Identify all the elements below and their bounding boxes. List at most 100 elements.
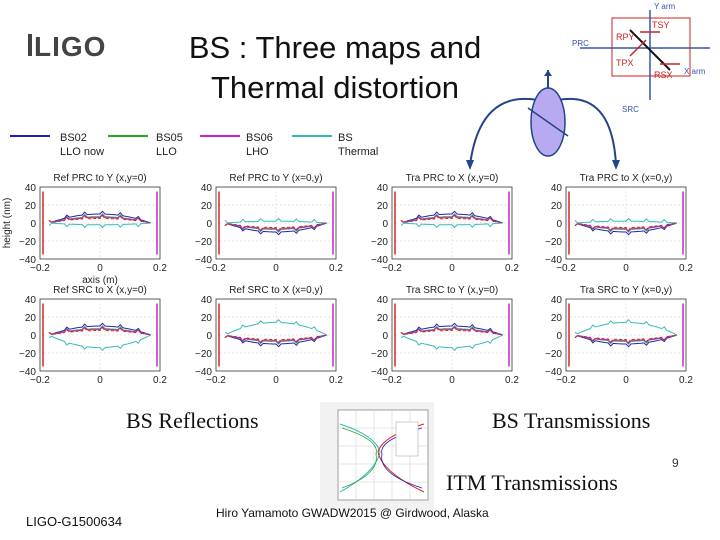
legend-bs05-swatch — [108, 135, 148, 137]
y-tick-label: 20 — [551, 201, 563, 212]
series-thermal-line — [574, 318, 678, 336]
y-tick-label: −40 — [371, 255, 388, 266]
y-tick-label: 40 — [551, 183, 563, 194]
y-tick-label: −40 — [19, 255, 36, 266]
series-bs02-line — [48, 210, 152, 224]
title-line-2: Thermal distortion — [210, 70, 460, 105]
x-tick-label: −0.2 — [556, 375, 576, 386]
plot-title: Tra PRC to X (x=0,y) — [580, 173, 673, 184]
series-bs02-line — [224, 334, 328, 348]
x-tick-label: 0.2 — [329, 263, 343, 274]
legend-bs02-swatch — [10, 135, 50, 137]
legend-bs06-label-2: LHO — [246, 146, 269, 158]
series-red-line — [224, 334, 328, 343]
y-tick-label: −20 — [371, 349, 388, 360]
legend-bs06-swatch — [200, 135, 240, 137]
y-tick-label: 0 — [382, 331, 388, 342]
y-tick-label: 20 — [25, 313, 37, 324]
itm-transmission-thumbnail — [320, 402, 434, 510]
diagram-label-xarm: X arm — [684, 67, 706, 76]
series-red-line — [400, 215, 504, 224]
x-tick-label: −0.2 — [206, 263, 226, 274]
series-thermal-line — [574, 217, 678, 224]
series-red-line — [574, 334, 678, 343]
x-tick-label: −0.2 — [30, 375, 50, 386]
y-tick-label: 40 — [201, 295, 213, 306]
series-red-line — [400, 327, 504, 336]
y-tick-label: −40 — [545, 367, 562, 378]
series-bs02-line — [400, 322, 504, 336]
y-tick-label: 40 — [377, 183, 389, 194]
series-thermal-line — [400, 222, 504, 229]
x-tick-label: −0.2 — [206, 375, 226, 386]
series-red-line — [48, 215, 152, 224]
x-tick-label: 0.2 — [153, 375, 167, 386]
series-bs02-line — [574, 222, 678, 236]
series-red-line — [48, 327, 152, 336]
caption-bs-reflections: BS Reflections — [126, 408, 259, 433]
x-tick-label: 0.2 — [153, 263, 167, 274]
y-tick-label: 40 — [25, 295, 37, 306]
x-tick-label: 0 — [273, 263, 279, 274]
x-tick-label: 0 — [97, 263, 103, 274]
y-tick-label: 0 — [382, 219, 388, 230]
x-tick-label: 0 — [449, 263, 455, 274]
ligo-logo: LIGO — [28, 26, 138, 66]
y-tick-label: 0 — [556, 219, 562, 230]
legend-thermal-label-2: Thermal — [338, 146, 379, 158]
y-tick-label: 0 — [556, 331, 562, 342]
x-tick-label: 0.2 — [679, 375, 693, 386]
plot-title: Ref SRC to X (x=0,y) — [229, 285, 323, 296]
y-tick-label: 0 — [30, 219, 36, 230]
title-line-1: BS : Three maps and — [188, 30, 482, 65]
series-bs02-line — [224, 222, 328, 236]
x-tick-label: −0.2 — [30, 263, 50, 274]
series-red-line — [224, 222, 328, 231]
caption-itm-transmissions: ITM Transmissions — [446, 470, 618, 495]
y-tick-label: −40 — [195, 255, 212, 266]
legend-bs02-label-1: BS02 — [60, 132, 87, 144]
y-tick-label: −20 — [195, 349, 212, 360]
y-tick-label: 40 — [25, 183, 37, 194]
diagram-label-rsx: RSX — [654, 70, 673, 80]
x-tick-label: 0 — [623, 263, 629, 274]
legend-bs06-label-1: BS06 — [246, 132, 273, 144]
bs-port-diagram: Y arm TSY RPY PRC TPX X arm RSX SRC — [560, 0, 720, 118]
y-tick-label: 0 — [30, 331, 36, 342]
y-tick-label: 20 — [551, 313, 563, 324]
y-tick-label: −20 — [545, 237, 562, 248]
y-axis-label: height (nm) — [2, 198, 13, 249]
plot-title: Tra SRC to Y (x,y=0) — [406, 285, 498, 296]
legend-thermal-label-1: BS — [338, 132, 353, 144]
y-tick-label: 40 — [377, 295, 389, 306]
plot-title: Ref PRC to Y (x,y=0) — [53, 173, 146, 184]
x-tick-label: 0 — [97, 375, 103, 386]
x-tick-label: −0.2 — [556, 263, 576, 274]
x-tick-label: 0 — [623, 375, 629, 386]
series-bs02-line — [48, 322, 152, 336]
y-tick-label: 20 — [201, 313, 213, 324]
diagram-label-tsy: TSY — [652, 20, 670, 30]
series-bs02-line — [400, 210, 504, 224]
x-tick-label: 0.2 — [329, 375, 343, 386]
y-tick-label: −40 — [545, 255, 562, 266]
y-tick-label: −40 — [371, 367, 388, 378]
y-tick-label: −20 — [371, 237, 388, 248]
x-tick-label: 0 — [273, 375, 279, 386]
diagram-label-src: SRC — [622, 105, 639, 114]
x-axis-label: axis (m) — [82, 275, 118, 286]
caption-bs-transmissions: BS Transmissions — [492, 408, 651, 433]
page-number: 9 — [672, 456, 679, 470]
series-thermal-line — [48, 334, 152, 352]
series-thermal-line — [400, 334, 504, 352]
y-tick-label: 20 — [377, 201, 389, 212]
x-tick-label: 0.2 — [505, 375, 519, 386]
plot-title: Tra SRC to Y (x=0,y) — [580, 285, 672, 296]
legend-thermal-swatch — [292, 135, 332, 137]
y-tick-label: −20 — [19, 237, 36, 248]
y-tick-label: −20 — [195, 237, 212, 248]
logo-text: LIGO — [34, 31, 106, 62]
y-tick-label: 20 — [377, 313, 389, 324]
series-red-line — [574, 222, 678, 231]
